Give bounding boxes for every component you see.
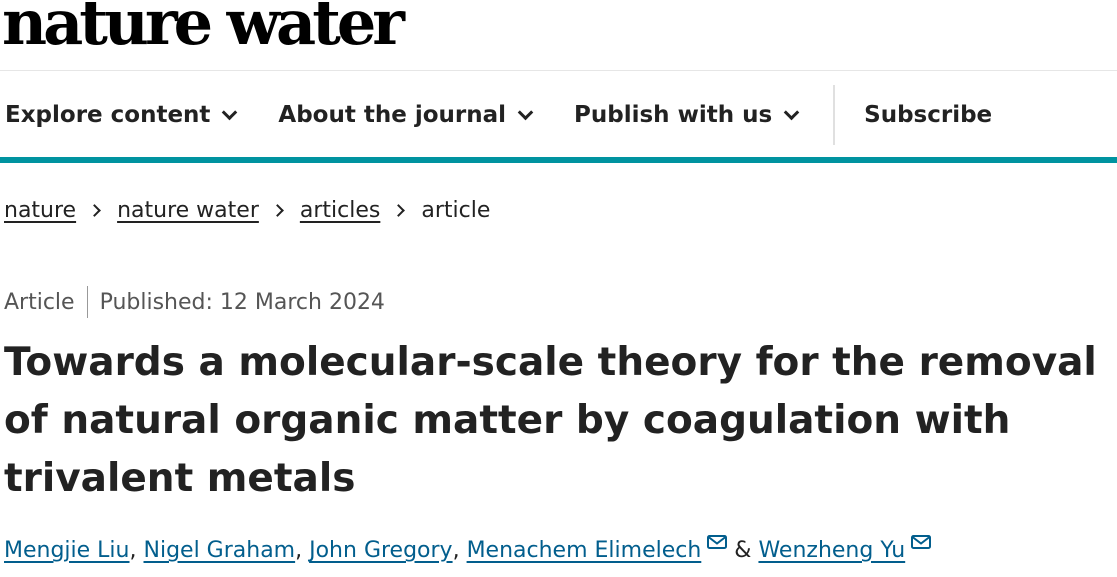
accent-bar [0, 157, 1117, 163]
nav-divider [833, 85, 836, 145]
nav-label: About the journal [278, 102, 507, 128]
author-list: Mengjie Liu, Nigel Graham, John Gregory,… [4, 535, 932, 563]
author-link[interactable]: John Gregory [309, 538, 453, 563]
chevron-right-icon [88, 204, 101, 217]
nav-label: Explore content [5, 102, 211, 128]
breadcrumb-current: article [421, 198, 491, 223]
article-title: Towards a molecular-scale theory for the… [4, 340, 1097, 501]
chevron-down-icon [222, 104, 238, 120]
main-nav: Explore content About the journal Publis… [0, 84, 1030, 146]
email-icon[interactable] [707, 535, 728, 549]
chevron-right-icon [270, 204, 284, 217]
article-meta: Article Published: 12 March 2024 [4, 286, 385, 318]
breadcrumb-nature-water[interactable]: nature water [117, 198, 259, 223]
header-divider [0, 70, 1117, 71]
author-separator: , [452, 538, 460, 563]
breadcrumb-articles[interactable]: articles [299, 198, 381, 223]
nav-label: Publish with us [574, 102, 773, 128]
author-link[interactable]: Nigel Graham [143, 538, 296, 563]
author-ampersand: & [734, 538, 752, 563]
chevron-down-icon [783, 104, 800, 120]
nav-about-journal[interactable]: About the journal [278, 102, 534, 128]
nav-publish-with-us[interactable]: Publish with us [574, 102, 800, 128]
email-icon[interactable] [911, 535, 932, 549]
chevron-down-icon [517, 104, 534, 120]
nav-explore-content[interactable]: Explore content [5, 102, 238, 128]
nav-subscribe[interactable]: Subscribe [864, 102, 993, 128]
author-link[interactable]: Mengjie Liu [4, 538, 130, 563]
article-type: Article [4, 289, 75, 315]
chevron-right-icon [392, 204, 406, 217]
author-link[interactable]: Wenzheng Yu [758, 538, 906, 563]
breadcrumb: nature nature water articles article [4, 198, 490, 223]
nature-water-logo[interactable]: nature water [2, 0, 405, 59]
author-link[interactable]: Menachem Elimelech [466, 538, 702, 563]
published-date: Published: 12 March 2024 [99, 289, 385, 315]
meta-divider [86, 286, 88, 318]
author-separator: , [129, 538, 137, 563]
breadcrumb-nature[interactable]: nature [4, 198, 77, 223]
author-separator: , [295, 538, 303, 563]
